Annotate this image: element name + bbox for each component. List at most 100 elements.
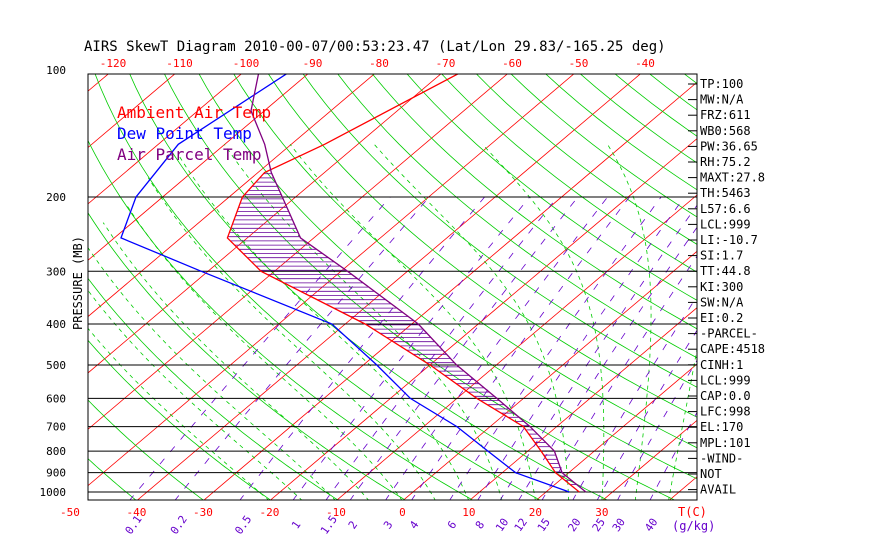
- dry-adiabat-line: [88, 458, 137, 500]
- air-parcel-temp-trace: [250, 74, 587, 493]
- dry-adiabat-line: [822, 51, 870, 501]
- legend-ambient-air-temp: Ambient Air Temp: [117, 103, 271, 122]
- moist-adiabat-lines: [88, 144, 697, 500]
- dry-adiabat-line: [88, 277, 339, 500]
- top-temp-tick-label: -110: [166, 57, 193, 70]
- sounding-traces: [120, 74, 587, 493]
- index-item: MW:N/A: [700, 93, 744, 107]
- bottom-temp-tick-labels: -50 -40 -30 -20 -10 0 10 20 30: [60, 506, 609, 519]
- index-item: KI:300: [700, 280, 743, 294]
- legend: Ambient Air Temp Dew Point Temp Air Parc…: [117, 103, 271, 164]
- isotherm-line: [602, 419, 697, 500]
- top-temp-tick-label: -50: [569, 57, 589, 70]
- dry-adiabat-line: [683, 74, 697, 84]
- mixing-ratio-tick-label: 4: [407, 518, 422, 531]
- pressure-tick-label: 400: [46, 318, 66, 331]
- dry-adiabat-line: [337, 74, 697, 359]
- dry-adiabat-line: [129, 74, 609, 500]
- legend-air-parcel-temp: Air Parcel Temp: [117, 145, 262, 164]
- moist-adiabat-line: [482, 144, 605, 500]
- index-item: TP:100: [700, 77, 743, 91]
- mixing-ratio-line: [518, 226, 697, 500]
- top-temp-tick-label: -70: [436, 57, 456, 70]
- moist-adiabat-line: [88, 289, 303, 500]
- top-temp-tick-label: -80: [369, 57, 389, 70]
- mixing-ratio-line: [325, 196, 558, 500]
- mixing-ratio-tick-label: 20: [565, 516, 583, 534]
- isotherm-line: [735, 51, 870, 501]
- isotherm-line: [469, 307, 697, 500]
- dry-adiabat-line: [198, 74, 697, 480]
- isobar-lines: [88, 196, 697, 493]
- isotherm-line: [0, 51, 3, 501]
- mixing-ratio-line: [129, 196, 391, 500]
- ambient-air-temp-trace: [226, 74, 580, 493]
- index-item: MPL:101: [700, 436, 751, 450]
- dry-adiabat-line: [406, 74, 697, 301]
- index-item: WB0:568: [700, 124, 751, 138]
- top-temp-tick-labels: -120 -110 -100 -90 -80 -70 -60 -50 -40: [100, 57, 655, 70]
- index-item: -WIND-: [700, 451, 743, 465]
- cape-hatch-area: [227, 173, 577, 485]
- dry-adiabat-line: [88, 339, 272, 500]
- index-item: SI:1.7: [700, 249, 743, 263]
- isotherm-line: [88, 74, 309, 261]
- index-item: LFC:998: [700, 405, 751, 419]
- dry-adiabat-line: [545, 74, 697, 191]
- pressure-tick-label: 300: [46, 265, 66, 278]
- isotherm-line: [402, 250, 697, 500]
- dew-point-temp-trace: [120, 74, 570, 493]
- dry-adiabat-line: [164, 74, 676, 500]
- bottom-temp-tick-label: 30: [595, 506, 608, 519]
- mixing-ratio-tick-label: 6: [445, 519, 459, 532]
- bottom-temp-tick-label: -50: [60, 506, 80, 519]
- mixing-ratio-line: [349, 196, 579, 500]
- dry-adiabat-line: [789, 51, 870, 501]
- pressure-tick-label: 1000: [40, 486, 67, 499]
- top-temp-tick-label: -40: [635, 57, 655, 70]
- index-item: LCL:999: [700, 373, 751, 387]
- index-item: LCL:999: [700, 217, 751, 231]
- moist-adiabat-line: [147, 177, 436, 500]
- pressure-tick-labels: 100 200 300 400 500 600 700 800 900 1000: [40, 64, 67, 499]
- top-temp-tick-label: -100: [233, 57, 260, 70]
- dry-adiabat-line: [233, 74, 697, 449]
- index-item: LI:-10.7: [700, 233, 758, 247]
- plot-area: [0, 51, 870, 501]
- mixing-ratio-tick-label: 25: [590, 516, 608, 534]
- isotherm-line: [88, 74, 375, 318]
- dry-adiabat-lines: [0, 51, 870, 501]
- pressure-tick-label: 100: [46, 64, 66, 77]
- bottom-temp-tick-label: -40: [126, 506, 146, 519]
- isotherm-line: [88, 74, 176, 149]
- isotherm-line: [668, 476, 697, 500]
- chart-title: AIRS SkewT Diagram 2010-00-07/00:53:23.4…: [84, 39, 666, 55]
- mixing-ratio-tick-label: 1: [289, 519, 303, 532]
- isotherm-line: [336, 194, 697, 500]
- dry-adiabat-line: [510, 74, 697, 218]
- isotherm-line: [269, 138, 697, 500]
- index-item: SW:N/A: [700, 295, 744, 309]
- moist-adiabat-line: [373, 144, 570, 500]
- isotherm-line: [88, 74, 109, 92]
- pressure-tick-label: 600: [46, 392, 66, 405]
- moist-adiabat-line: [178, 155, 469, 500]
- mixing-ratio-line: [449, 196, 662, 500]
- index-item: NOT: [700, 467, 722, 481]
- moist-adiabat-line: [88, 327, 269, 500]
- mixing-ratio-tick-label: 30: [610, 516, 628, 534]
- dry-adiabat-line: [0, 51, 2, 501]
- index-item: -PARCEL-: [700, 327, 758, 341]
- dry-adiabat-line: [88, 212, 406, 500]
- dry-adiabat-line: [755, 51, 870, 501]
- dry-adiabat-line: [267, 74, 697, 418]
- mixing-ratio-line: [499, 204, 697, 500]
- isotherm-line: [535, 363, 697, 500]
- bottom-temp-tick-label: -20: [259, 506, 279, 519]
- mixing-ratio-line: [477, 196, 685, 500]
- dry-adiabat-line: [441, 74, 697, 273]
- pressure-tick-label: 800: [46, 445, 66, 458]
- isotherm-line: [136, 74, 641, 500]
- bottom-temp-tick-label: -10: [326, 506, 346, 519]
